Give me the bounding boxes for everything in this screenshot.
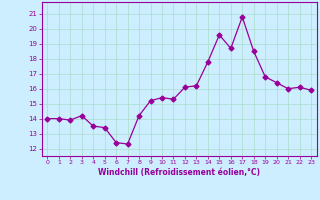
X-axis label: Windchill (Refroidissement éolien,°C): Windchill (Refroidissement éolien,°C) <box>98 168 260 177</box>
